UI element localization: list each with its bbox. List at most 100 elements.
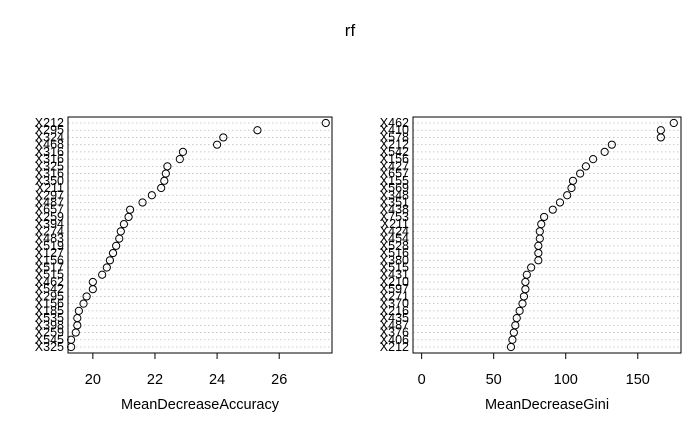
data-point (67, 342, 76, 352)
category-label: X597 (380, 282, 409, 296)
data-point (82, 292, 91, 301)
category-label: X542 (35, 282, 64, 296)
category-label: X435 (380, 311, 409, 325)
data-point (98, 270, 107, 279)
category-label: X406 (380, 333, 409, 347)
panel-1: X212X295X324X468X316X316X325X316X350X211… (35, 116, 333, 413)
data-point (534, 256, 543, 265)
category-label: X156 (35, 297, 64, 311)
category-label: X348 (380, 188, 409, 202)
data-point (589, 155, 598, 164)
category-label: X155 (380, 174, 409, 188)
x-tick-label: 24 (209, 372, 225, 388)
data-point (105, 256, 115, 265)
category-label: X350 (35, 174, 64, 188)
category-label: X295 (35, 289, 64, 303)
category-label: X380 (380, 253, 409, 267)
category-label: X516 (380, 246, 409, 260)
data-point (607, 140, 616, 149)
category-label: X462 (35, 275, 64, 289)
category-label: X127 (35, 246, 64, 260)
x-tick-label: 100 (554, 372, 578, 388)
category-label: X212 (380, 340, 409, 354)
category-label: X259 (35, 326, 64, 340)
data-point (669, 118, 678, 128)
category-label: X259 (35, 210, 64, 224)
category-label: X424 (380, 224, 409, 238)
data-point (115, 234, 124, 243)
x-tick-label: 20 (85, 372, 101, 388)
category-label: X483 (35, 232, 64, 246)
data-point (518, 299, 527, 308)
category-label: X398 (35, 318, 64, 332)
category-label: X528 (380, 239, 409, 253)
data-point (321, 118, 330, 128)
data-point (576, 169, 585, 178)
data-point (515, 306, 524, 315)
category-label: X316 (35, 152, 64, 166)
data-point (581, 162, 591, 171)
data-point (119, 220, 129, 229)
category-label: X487 (380, 318, 409, 332)
category-label: X325 (35, 340, 64, 354)
chart-title: rf (345, 21, 356, 40)
category-label: X468 (35, 138, 64, 152)
category-label: X316 (35, 167, 64, 181)
x-tick-label: 22 (147, 372, 163, 388)
plot-frame (67, 116, 333, 354)
plot-frame (412, 116, 682, 354)
category-label: X216 (380, 304, 409, 318)
data-point (548, 205, 557, 214)
data-point (147, 191, 156, 200)
data-point (567, 183, 576, 193)
data-point (527, 263, 536, 272)
category-label: X438 (380, 203, 409, 217)
category-label: X351 (380, 195, 409, 209)
data-point (540, 212, 549, 222)
category-label: X542 (380, 145, 409, 159)
data-point (219, 133, 228, 142)
x-axis-title: MeanDecreaseAccuracy (121, 397, 280, 413)
category-label: X297 (35, 188, 64, 202)
panel-2: X462X410X578X212X542X156X427X657X155X569… (380, 116, 682, 413)
data-point (600, 147, 609, 157)
category-label: X753 (380, 210, 409, 224)
category-label: X324 (35, 130, 64, 144)
category-label: X185 (35, 304, 64, 318)
data-point (656, 133, 665, 142)
category-label: X535 (35, 311, 64, 325)
data-point (178, 147, 188, 157)
category-label: X487 (35, 195, 64, 209)
panels: X212X295X324X468X316X316X325X316X350X211… (35, 116, 682, 413)
data-point (71, 328, 80, 337)
x-axis-title: MeanDecreaseGini (485, 397, 609, 413)
category-label: X517 (35, 261, 64, 275)
x-tick-label: 50 (486, 372, 502, 388)
category-label: X211 (381, 217, 409, 231)
category-label: X210 (380, 275, 409, 289)
category-label: X376 (380, 326, 409, 340)
category-label: X519 (35, 239, 64, 253)
data-point (157, 183, 166, 193)
data-point (124, 212, 133, 222)
data-point (563, 191, 572, 200)
category-label: X325 (35, 159, 64, 173)
data-point (506, 342, 516, 352)
category-label: X578 (380, 130, 409, 144)
data-point (253, 126, 262, 135)
category-label: X515 (380, 261, 409, 275)
category-label: X156 (35, 253, 64, 267)
data-point (138, 198, 147, 207)
category-label: X212 (35, 116, 64, 130)
data-point (79, 299, 88, 308)
category-label: X462 (380, 116, 409, 130)
category-label: X295 (35, 123, 64, 137)
data-point (175, 155, 184, 164)
category-label: X271 (380, 289, 409, 303)
data-point (108, 248, 118, 258)
category-label: X212 (380, 138, 409, 152)
category-label: X657 (35, 203, 64, 217)
category-label: X156 (380, 152, 409, 166)
category-label: X370 (380, 297, 409, 311)
